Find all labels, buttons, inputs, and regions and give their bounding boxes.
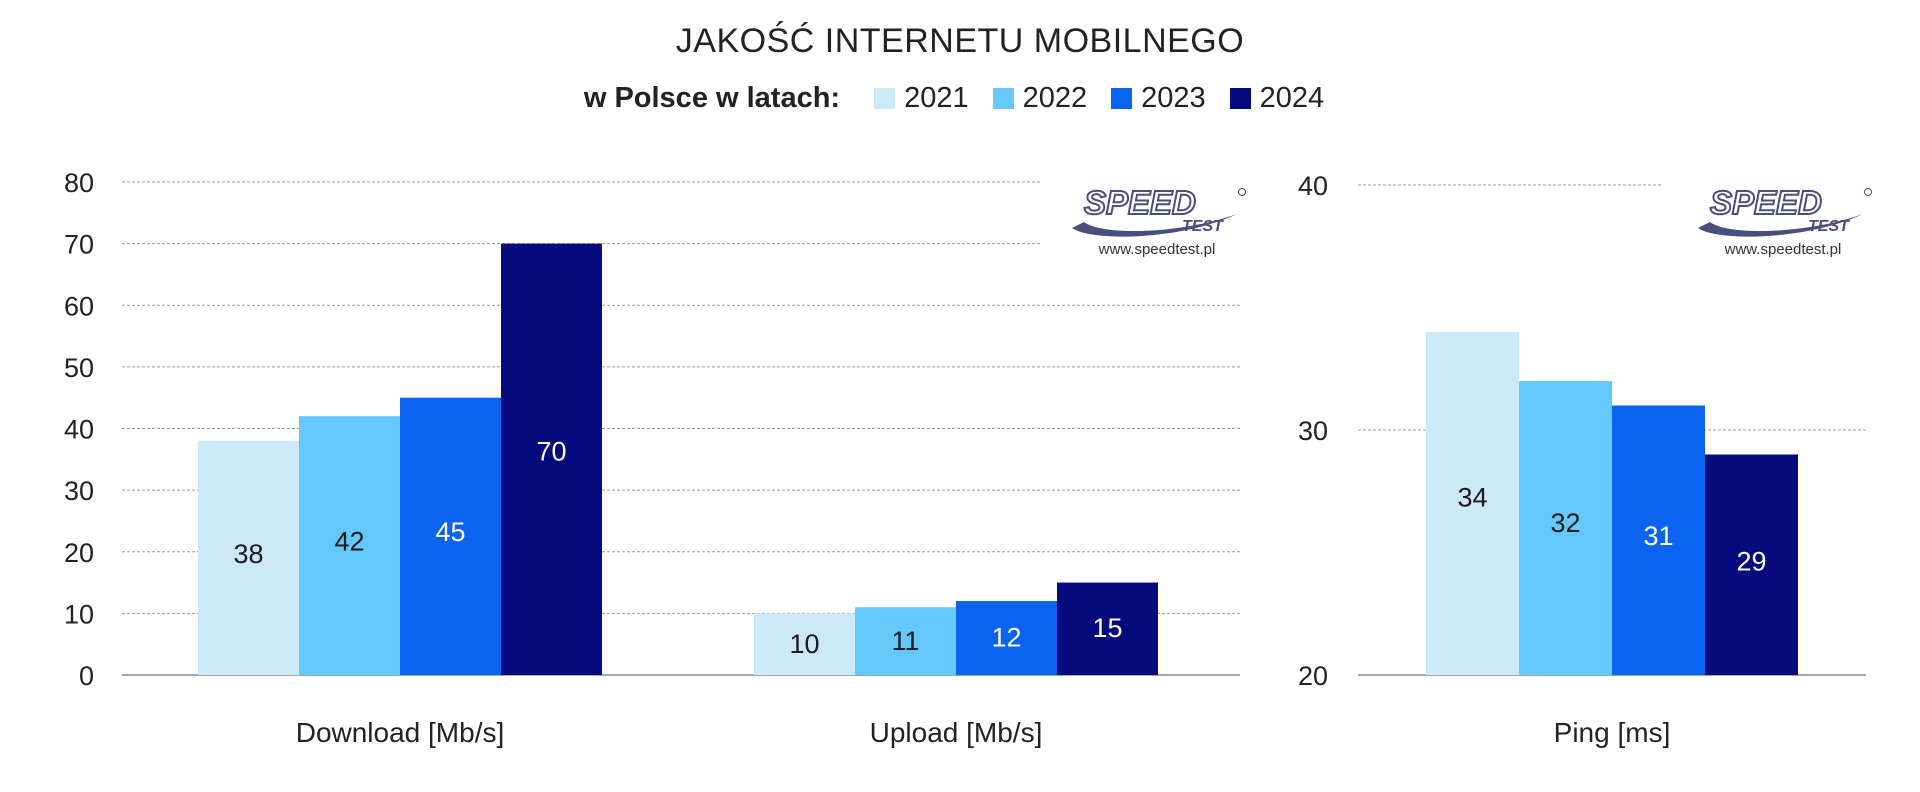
logo-main-text: SPEED: [1710, 184, 1822, 221]
data-label-ping-ms-2024: 29: [1736, 546, 1766, 576]
y-tick-label: 30: [64, 476, 94, 506]
chart-title: JAKOŚĆ INTERNETU MOBILNEGO: [675, 22, 1245, 60]
data-label-upload-mb-s-2021: 10: [789, 629, 819, 659]
bar-ping-ms-2021: [1426, 332, 1519, 675]
speedtest-logo: SPEED TEST www.speedtest.pl: [1062, 184, 1252, 258]
bar-ping-ms-2023: [1612, 405, 1705, 675]
legend-swatch-2024: [1229, 88, 1251, 109]
y-tick-label: 20: [1298, 661, 1328, 691]
legend-item-2023: 2023: [1111, 82, 1206, 115]
category-label-download-mb-s: Download [Mb/s]: [296, 717, 505, 748]
bar-download-mb-s-2023: [400, 397, 501, 675]
data-label-upload-mb-s-2022: 11: [891, 626, 919, 656]
legend-item-2021: 2021: [874, 82, 969, 115]
category-label-upload-mb-s: Upload [Mb/s]: [870, 717, 1043, 748]
legend-swatch-2023: [1111, 88, 1133, 109]
y-tick-label: 30: [1298, 416, 1328, 446]
logo-sub-text: TEST: [1182, 218, 1224, 235]
bar-download-mb-s-2024: [501, 243, 602, 675]
category-label-ping-ms: Ping [ms]: [1554, 717, 1671, 748]
bar-ping-ms-2022: [1519, 381, 1612, 675]
bar-download-mb-s-2021: [198, 440, 299, 675]
y-tick-label: 10: [64, 599, 94, 629]
y-tick-label: 70: [64, 230, 94, 260]
legend-prefix: w Polsce w latach:: [583, 82, 841, 114]
y-tick-label: 0: [79, 661, 94, 691]
legend-swatch-2022: [992, 88, 1014, 109]
legend-label-2021: 2021: [904, 82, 969, 114]
data-label-ping-ms-2021: 34: [1457, 483, 1487, 513]
data-label-download-mb-s-2022: 42: [334, 526, 364, 556]
bar-upload-mb-s-2023: [956, 601, 1057, 675]
y-tick-label: 80: [64, 168, 94, 198]
legend-label-2023: 2023: [1141, 82, 1206, 114]
legend: w Polsce w latach: 2021 2022 2023 2024: [0, 82, 1920, 115]
data-label-ping-ms-2023: 31: [1643, 521, 1673, 551]
legend-label-2022: 2022: [1022, 82, 1088, 114]
logo-main-text: SPEED: [1084, 184, 1196, 221]
logo-url: www.speedtest.pl: [1098, 241, 1216, 258]
data-label-download-mb-s-2021: 38: [233, 539, 263, 569]
y-tick-label: 50: [64, 353, 94, 383]
bar-upload-mb-s-2024: [1057, 582, 1158, 675]
data-label-ping-ms-2022: 32: [1550, 508, 1580, 538]
bar-download-mb-s-2022: [299, 416, 400, 675]
bar-upload-mb-s-2021: [754, 613, 855, 675]
bar-upload-mb-s-2022: [855, 607, 956, 675]
data-label-download-mb-s-2023: 45: [435, 517, 465, 547]
y-tick-label: 60: [64, 291, 94, 321]
speedtest-logo-icon: SPEED TEST: [1698, 184, 1872, 237]
legend-label-2024: 2024: [1259, 82, 1325, 114]
speedtest-logo-ping: SPEED TEST www.speedtest.pl: [1688, 184, 1878, 258]
logo-url: www.speedtest.pl: [1724, 241, 1842, 258]
speedtest-logo-icon: SPEED TEST: [1072, 184, 1246, 237]
data-label-download-mb-s-2024: 70: [536, 437, 566, 467]
y-tick-label: 20: [64, 538, 94, 568]
bar-ping-ms-2024: [1705, 454, 1798, 675]
y-tick-label: 40: [64, 415, 94, 445]
legend-item-2022: 2022: [992, 82, 1088, 115]
legend-item-2024: 2024: [1229, 82, 1325, 115]
legend-swatch-2021: [874, 88, 896, 109]
data-label-upload-mb-s-2023: 12: [991, 623, 1021, 653]
y-tick-label: 40: [1298, 171, 1328, 201]
logo-sub-text: TEST: [1808, 218, 1850, 235]
data-label-upload-mb-s-2024: 15: [1092, 613, 1122, 643]
